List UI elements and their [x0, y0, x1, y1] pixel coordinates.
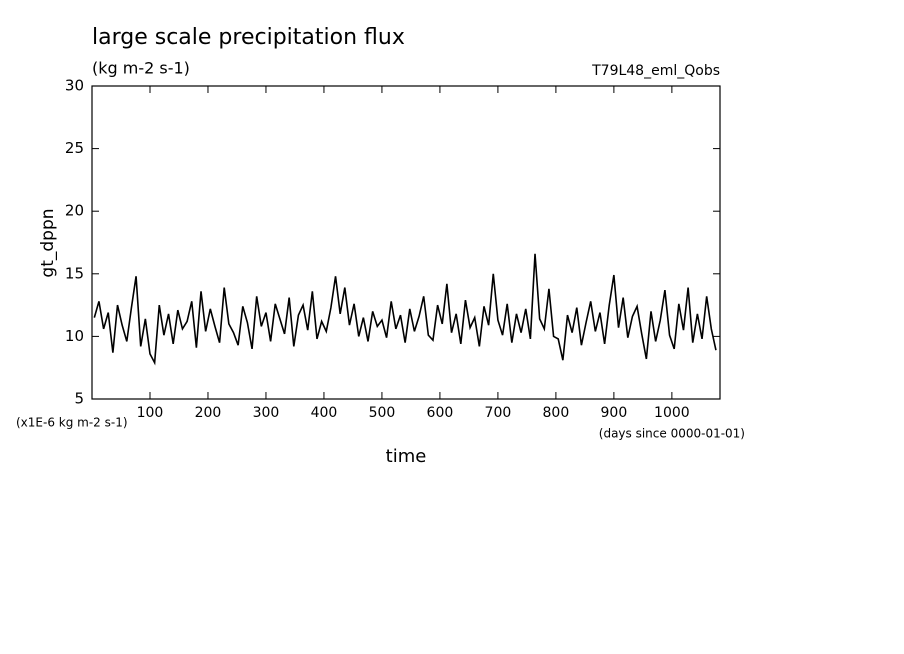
plot-frame [91, 85, 721, 400]
x-tick-label: 700 [485, 405, 512, 421]
x-tick-label: 600 [427, 405, 454, 421]
y-unit-note: (x1E-6 kg m-2 s-1) [16, 416, 128, 430]
x-tick-label: 200 [195, 405, 222, 421]
x-tick-label: 500 [369, 405, 396, 421]
y-tick-label: 15 [65, 264, 84, 282]
x-tick-label: 800 [543, 405, 570, 421]
y-tick-label: 10 [65, 327, 84, 345]
x-tick-label: 400 [311, 405, 338, 421]
y-axis-label: gt_dppn [38, 208, 58, 277]
chart-subtitle: (kg m-2 s-1) [92, 59, 190, 78]
x-unit-note: (days since 0000-01-01) [599, 427, 745, 441]
x-tick-label: 900 [601, 405, 628, 421]
annotation: T79L48_eml_Qobs [591, 63, 720, 79]
series-line [93, 253, 717, 366]
y-tick-label: 30 [65, 77, 84, 95]
x-tick-label: 300 [253, 405, 280, 421]
y-tick-label: 5 [74, 390, 84, 408]
y-tick-label: 25 [65, 139, 84, 157]
x-tick-label: 1000 [654, 405, 690, 421]
x-axis-label: time [386, 446, 427, 467]
y-tick-label: 20 [65, 202, 84, 220]
chart-title: large scale precipitation flux [92, 25, 405, 50]
x-tick-label: 100 [137, 405, 164, 421]
